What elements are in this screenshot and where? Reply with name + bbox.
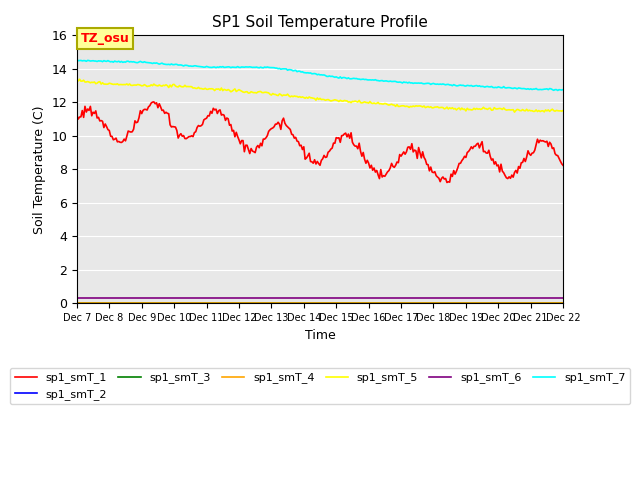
- sp1_smT_3: [500, 300, 508, 306]
- sp1_smT_6: [350, 295, 358, 300]
- Line: sp1_smT_1: sp1_smT_1: [77, 102, 563, 182]
- sp1_smT_7: [554, 87, 561, 93]
- sp1_smT_7: [377, 78, 385, 84]
- sp1_smT_4: [500, 300, 508, 305]
- sp1_smT_2: [164, 300, 172, 305]
- sp1_smT_5: [559, 108, 567, 113]
- sp1_smT_4: [73, 300, 81, 305]
- sp1_smT_4: [559, 300, 567, 305]
- sp1_smT_7: [559, 87, 567, 93]
- sp1_smT_6: [500, 295, 508, 300]
- sp1_smT_5: [76, 76, 83, 82]
- Text: TZ_osu: TZ_osu: [81, 32, 130, 45]
- sp1_smT_7: [73, 57, 81, 63]
- sp1_smT_2: [500, 300, 508, 305]
- sp1_smT_1: [73, 112, 81, 118]
- sp1_smT_4: [350, 300, 358, 305]
- sp1_smT_1: [351, 143, 359, 149]
- sp1_smT_3: [73, 300, 81, 306]
- sp1_smT_3: [559, 300, 567, 306]
- sp1_smT_2: [366, 300, 374, 305]
- Line: sp1_smT_5: sp1_smT_5: [77, 79, 563, 112]
- sp1_smT_2: [559, 300, 567, 305]
- sp1_smT_3: [377, 300, 385, 306]
- sp1_smT_2: [86, 300, 94, 305]
- sp1_smT_7: [350, 75, 358, 81]
- sp1_smT_5: [73, 77, 81, 83]
- sp1_smT_1: [150, 99, 157, 105]
- sp1_smT_1: [502, 175, 510, 180]
- sp1_smT_5: [378, 101, 386, 107]
- sp1_smT_1: [378, 174, 386, 180]
- sp1_smT_6: [164, 295, 172, 300]
- sp1_smT_6: [366, 295, 374, 300]
- sp1_smT_7: [164, 61, 172, 67]
- sp1_smT_4: [86, 300, 94, 305]
- Y-axis label: Soil Temperature (C): Soil Temperature (C): [33, 105, 45, 234]
- sp1_smT_5: [511, 109, 518, 115]
- sp1_smT_1: [165, 111, 173, 117]
- sp1_smT_1: [86, 104, 94, 109]
- sp1_smT_2: [377, 300, 385, 305]
- sp1_smT_6: [86, 295, 94, 300]
- sp1_smT_7: [86, 58, 94, 64]
- sp1_smT_4: [164, 300, 172, 305]
- sp1_smT_3: [366, 300, 374, 306]
- sp1_smT_2: [350, 300, 358, 305]
- sp1_smT_6: [377, 295, 385, 300]
- Line: sp1_smT_7: sp1_smT_7: [77, 60, 563, 90]
- sp1_smT_5: [501, 107, 509, 112]
- sp1_smT_5: [165, 84, 173, 90]
- sp1_smT_1: [443, 180, 451, 185]
- Legend: sp1_smT_1, sp1_smT_2, sp1_smT_3, sp1_smT_4, sp1_smT_5, sp1_smT_6, sp1_smT_7: sp1_smT_1, sp1_smT_2, sp1_smT_3, sp1_smT…: [10, 368, 630, 404]
- sp1_smT_1: [559, 163, 567, 168]
- sp1_smT_5: [351, 98, 359, 104]
- sp1_smT_1: [367, 162, 375, 168]
- sp1_smT_6: [559, 295, 567, 300]
- sp1_smT_3: [164, 300, 172, 306]
- sp1_smT_3: [86, 300, 94, 306]
- sp1_smT_4: [377, 300, 385, 305]
- sp1_smT_7: [500, 84, 508, 89]
- Title: SP1 Soil Temperature Profile: SP1 Soil Temperature Profile: [212, 15, 428, 30]
- sp1_smT_2: [73, 300, 81, 305]
- sp1_smT_6: [73, 295, 81, 300]
- sp1_smT_5: [88, 79, 95, 85]
- sp1_smT_3: [350, 300, 358, 306]
- sp1_smT_4: [366, 300, 374, 305]
- sp1_smT_7: [366, 77, 374, 83]
- X-axis label: Time: Time: [305, 329, 335, 342]
- sp1_smT_5: [367, 100, 375, 106]
